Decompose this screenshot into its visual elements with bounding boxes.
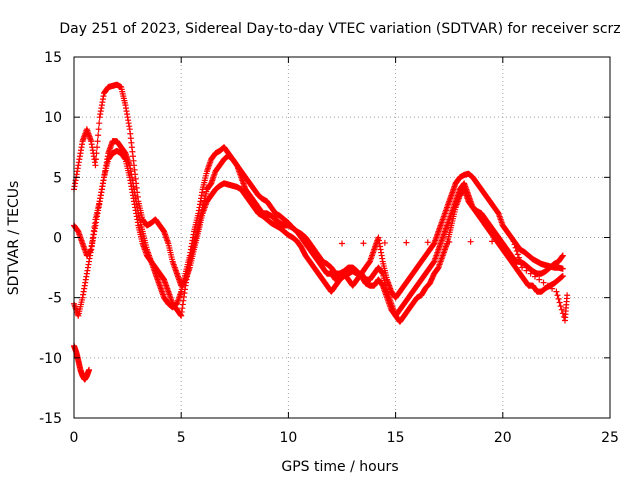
y-tick-label: -10: [39, 351, 62, 367]
y-tick-label: 5: [53, 170, 62, 186]
data-point: [513, 248, 520, 255]
data-point: [540, 279, 547, 286]
data-point: [93, 150, 100, 157]
grid: [74, 57, 610, 418]
data-point: [549, 285, 556, 292]
data-point: [553, 288, 560, 295]
y-axis-title: SDTVAR / TECUs: [6, 181, 22, 296]
data-point: [556, 299, 563, 306]
y-tick-label: 15: [44, 50, 62, 66]
x-tick-label: 5: [177, 430, 186, 446]
series-track-d: [71, 342, 93, 383]
data-point: [558, 306, 565, 313]
data-point: [536, 276, 543, 283]
data-point: [95, 132, 102, 139]
data-point: [555, 295, 562, 302]
data-point: [557, 303, 564, 310]
data-point: [94, 138, 101, 145]
series-outliers: [339, 238, 571, 324]
data-point: [360, 240, 367, 247]
data-point: [403, 239, 410, 246]
data-point: [96, 120, 103, 127]
data-point: [516, 257, 523, 264]
data-point: [559, 252, 566, 259]
data-point: [519, 264, 526, 271]
data-point: [424, 239, 431, 246]
x-tick-label: 0: [70, 430, 79, 446]
data-point: [559, 265, 566, 272]
y-tick-label: 0: [53, 231, 62, 247]
data-point: [95, 126, 102, 133]
y-axis: -15 -10 -5 0 5 10 15: [39, 50, 610, 427]
x-tick-label: 25: [601, 430, 619, 446]
data-point: [515, 254, 522, 261]
data-point: [86, 366, 93, 373]
data-point: [564, 292, 571, 299]
data-point: [559, 273, 566, 280]
data-point: [467, 238, 474, 245]
x-tick-label: 15: [387, 430, 405, 446]
x-tick-label: 20: [494, 430, 512, 446]
data-point: [554, 292, 561, 299]
data-point: [544, 282, 551, 289]
data-point: [523, 267, 530, 274]
data-point: [527, 270, 534, 277]
data-point: [92, 156, 99, 163]
data-point: [514, 251, 521, 258]
data-point: [381, 239, 388, 246]
data-point: [92, 162, 99, 169]
data-point: [510, 238, 517, 245]
data-point: [339, 240, 345, 247]
data-point: [489, 238, 496, 245]
data-point: [446, 239, 453, 246]
data-point: [94, 144, 101, 151]
data-point: [511, 241, 518, 248]
data-points: [71, 81, 571, 383]
y-tick-label: -5: [48, 291, 62, 307]
x-tick-label: 10: [279, 430, 297, 446]
series-track-c: [71, 81, 566, 301]
x-axis-title: GPS time / hours: [281, 459, 398, 475]
data-point: [512, 244, 519, 251]
data-point: [518, 261, 525, 268]
series-track-b: [71, 147, 566, 325]
x-axis: 0 5 10 15 20 25: [70, 57, 619, 446]
y-tick-label: -15: [39, 411, 62, 427]
y-tick-label: 10: [44, 110, 62, 126]
data-point: [531, 273, 538, 280]
chart-title: Day 251 of 2023, Sidereal Day-to-day VTE…: [59, 21, 620, 37]
